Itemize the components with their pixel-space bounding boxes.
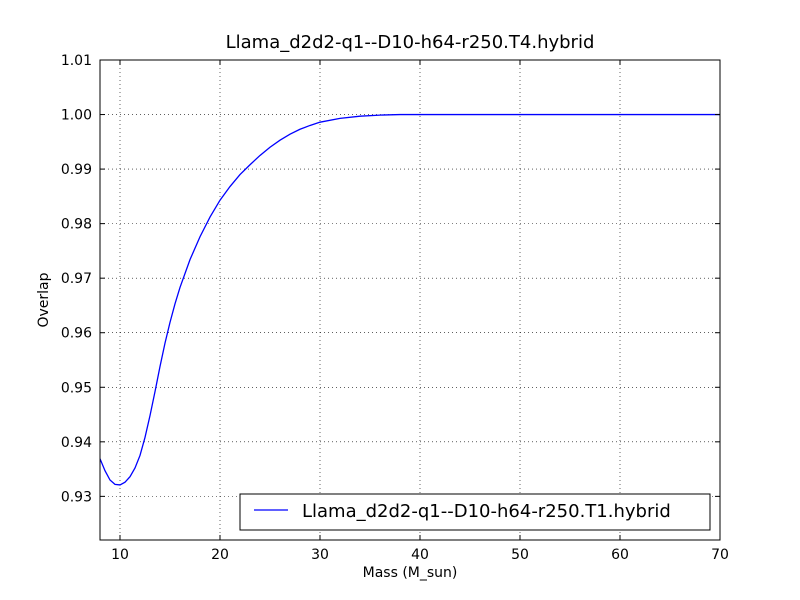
y-tick-label: 1.00 bbox=[61, 108, 92, 124]
legend-label: Llama_d2d2-q1--D10-h64-r250.T1.hybrid bbox=[302, 501, 671, 522]
y-tick-label: 0.98 bbox=[61, 217, 92, 233]
x-axis-label: Mass (M_sun) bbox=[363, 565, 458, 581]
legend: Llama_d2d2-q1--D10-h64-r250.T1.hybrid bbox=[239, 493, 711, 531]
series-line-0 bbox=[100, 113, 720, 486]
x-tick-label: 60 bbox=[611, 547, 629, 563]
x-tick-label: 70 bbox=[711, 547, 729, 563]
ticks: 10 20 30 40 50 60 70 0.93 0.94 0.95 0.96 0.97 0.98 0.… bbox=[61, 53, 729, 563]
grid bbox=[100, 60, 720, 540]
axes-frame bbox=[99, 59, 721, 541]
x-tick-label: 10 bbox=[111, 547, 129, 563]
y-tick-label: 0.97 bbox=[61, 271, 92, 287]
x-tick-label: 50 bbox=[511, 547, 529, 563]
y-tick-label: 0.96 bbox=[61, 326, 92, 342]
x-tick-label: 40 bbox=[411, 547, 429, 563]
chart-title: Llama_d2d2-q1--D10-h64-r250.T4.hybrid bbox=[226, 32, 595, 53]
x-tick-label: 20 bbox=[211, 547, 229, 563]
y-tick-label: 0.94 bbox=[61, 435, 92, 451]
plot-area bbox=[100, 113, 720, 486]
y-tick-label: 0.93 bbox=[61, 489, 92, 505]
x-tick-label: 30 bbox=[311, 547, 329, 563]
y-tick-label: 0.99 bbox=[61, 162, 92, 178]
y-axis-label: Overlap bbox=[36, 272, 52, 327]
y-tick-label: 0.95 bbox=[61, 380, 92, 396]
y-tick-label: 1.01 bbox=[61, 53, 92, 69]
legend-box bbox=[239, 493, 711, 531]
